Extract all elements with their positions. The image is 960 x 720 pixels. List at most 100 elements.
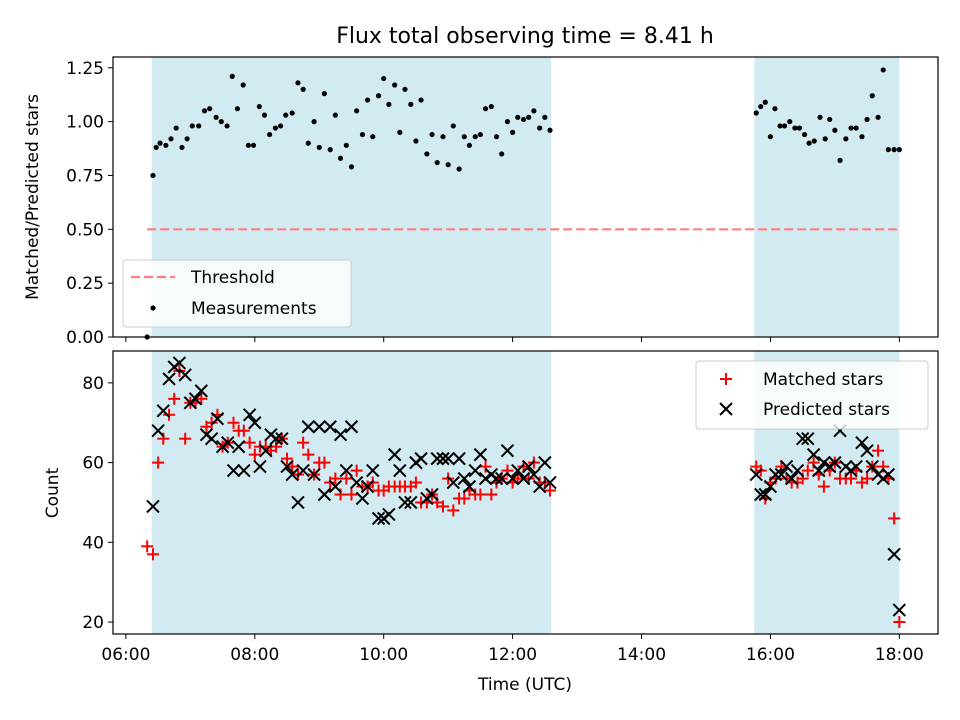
predicted-star-point-b: [790, 463, 805, 478]
predicted-star-point: [339, 463, 354, 478]
bottom-y-tick-label: 20: [82, 613, 104, 633]
predicted-star-point-b: [511, 463, 525, 478]
predicted-star-point-b: [457, 471, 471, 486]
predicted-star-point-b: [226, 463, 241, 478]
predicted-star-point: [226, 463, 241, 478]
measurement-point: [445, 162, 451, 168]
predicted-star-point-b: [414, 451, 428, 466]
predicted-star-point: [532, 479, 547, 494]
top-y-tick-label: 0.50: [66, 220, 104, 240]
predicted-star-point-b: [178, 368, 192, 382]
measurement-point: [477, 131, 483, 138]
predicted-star-point-b: [366, 463, 380, 478]
predicted-star-point: [382, 507, 396, 522]
predicted-star-point-b: [860, 443, 874, 458]
predicted-star-point-b: [494, 471, 509, 486]
predicted-star-point-b: [425, 487, 439, 502]
predicted-star-point: [151, 424, 165, 438]
measurement-point: [305, 140, 311, 146]
predicted-star-point: [425, 487, 439, 502]
measurement-point: [896, 147, 902, 153]
bottom-panel: 20 40 60 80 06:00 08:00 10:00 12:00 14:00 16:00 1…: [43, 350, 939, 695]
predicted-star-point-b: [801, 431, 815, 446]
predicted-star-point: [749, 467, 763, 482]
predicted-star-point: [296, 463, 310, 478]
predicted-star-point: [398, 495, 412, 510]
matched-star-point: [243, 436, 256, 449]
matched-star-point: [297, 436, 310, 449]
predicted-star-point: [404, 495, 418, 510]
predicted-star-point-b: [387, 447, 402, 462]
measurement-point: [429, 131, 435, 138]
predicted-star-point: [489, 471, 504, 486]
measurement-point: [547, 127, 553, 133]
bottom-y-tick-label: 40: [82, 533, 104, 553]
predicted-star-point: [784, 471, 799, 486]
measurement-point: [196, 123, 202, 129]
predicted-star-point: [768, 467, 783, 482]
predicted-star-point-b: [323, 420, 337, 434]
predicted-star-point-b: [446, 475, 461, 490]
measurement-point: [515, 114, 521, 120]
measurement-point: [772, 106, 778, 112]
predicted-star-point-b: [291, 495, 305, 510]
predicted-star-point-b: [269, 431, 283, 446]
measurement-point: [245, 142, 251, 148]
predicted-star-point-b: [328, 479, 343, 494]
predicted-star-point: [156, 404, 170, 418]
measurement-point: [332, 112, 338, 118]
predicted-star-point: [494, 471, 509, 486]
predicted-star-point: [806, 447, 821, 462]
predicted-star-point-b: [795, 431, 810, 446]
chart-title: Flux total observing time = 8.41 h: [336, 24, 714, 49]
measurement-point: [875, 114, 881, 120]
predicted-star-point: [366, 463, 380, 478]
matched-star-point: [168, 392, 181, 405]
predicted-star-point: [855, 435, 869, 450]
predicted-star-point-b: [828, 455, 842, 470]
measurement-point: [392, 82, 398, 88]
measurement-point: [859, 134, 865, 140]
top-axes-frame: [112, 56, 939, 338]
predicted-star-point-b: [242, 408, 257, 422]
predicted-star-point: [457, 471, 471, 486]
predicted-star-point-b: [468, 463, 482, 478]
predicted-star-point-b: [849, 459, 863, 474]
predicted-star-point-b: [156, 404, 170, 418]
predicted-star-point-b: [489, 471, 504, 486]
predicted-star-point: [468, 463, 482, 478]
measurement-point: [277, 123, 284, 129]
predicted-star-point-b: [146, 499, 160, 514]
predicted-star-point-b: [344, 420, 359, 434]
predicted-star-point-b: [500, 443, 515, 458]
bottom-legend-box: [695, 360, 929, 430]
predicted-star-point: [146, 499, 160, 514]
predicted-star-point: [817, 455, 831, 470]
measurement-point: [424, 151, 430, 157]
measurement-point: [542, 114, 548, 120]
measurement-point: [370, 134, 376, 140]
predicted-star-point: [430, 451, 444, 466]
predicted-star-point: [231, 439, 246, 454]
predicted-star-point-b: [221, 435, 235, 450]
predicted-star-point-b: [758, 487, 772, 502]
predicted-star-point: [371, 511, 386, 526]
x-tick-label: 14:00: [617, 645, 666, 665]
measurement-point: [163, 142, 169, 148]
legend-matched-marker: [720, 373, 732, 385]
x-tick-label: 12:00: [488, 645, 537, 665]
measurement-point: [434, 159, 440, 166]
measurement-point: [848, 125, 854, 131]
measurement-point: [267, 131, 273, 138]
predicted-star-point-b: [210, 412, 225, 426]
measurement-point: [234, 106, 240, 112]
predicted-star-point: [221, 435, 235, 450]
predicted-star-point-b: [371, 511, 386, 526]
measurement-point: [440, 134, 446, 140]
matched-star-point: [458, 492, 471, 505]
predicted-star-point: [795, 431, 810, 446]
predicted-star-point: [849, 459, 863, 474]
matched-star-point: [227, 416, 240, 429]
predicted-star-point: [188, 392, 203, 406]
measurement-point: [201, 108, 208, 114]
